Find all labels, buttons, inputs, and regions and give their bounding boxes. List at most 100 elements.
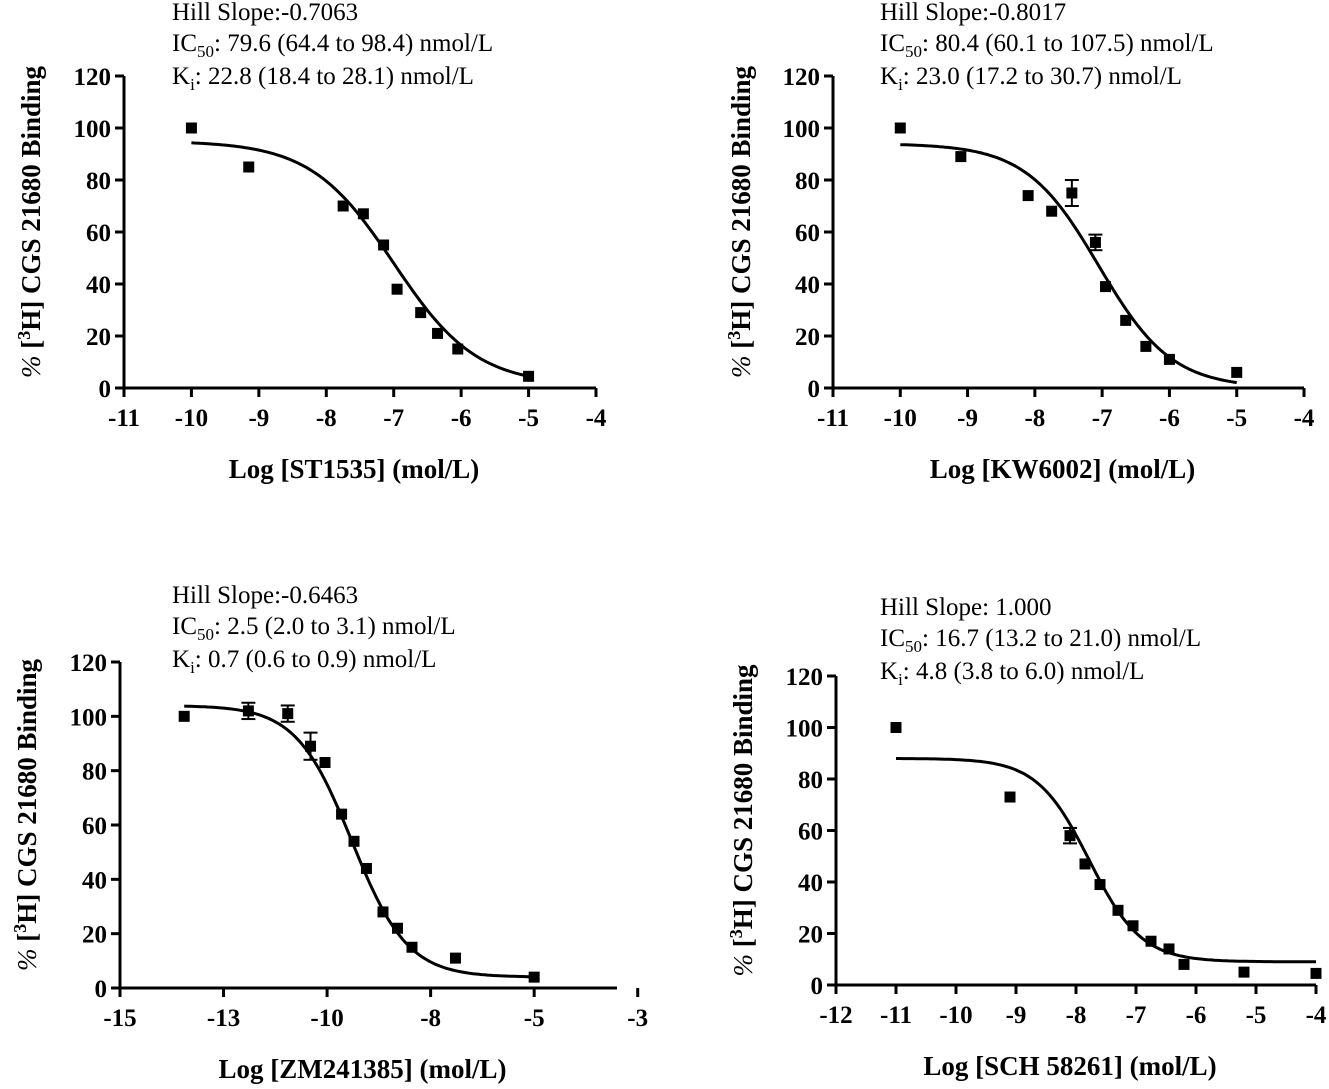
- y-axis-label: % [3H] CGS 21680 Binding: [726, 664, 758, 977]
- y-tick-label: 120: [70, 650, 108, 677]
- x-tick-label: -7: [1092, 405, 1113, 432]
- y-tick-label: 40: [795, 272, 820, 299]
- x-tick-label: -8: [1066, 1002, 1087, 1029]
- x-tick-label: -12: [819, 1002, 852, 1029]
- ic50-text: IC50: 80.4 (60.1 to 107.5) nmol/L: [880, 30, 1214, 61]
- data-point: [1089, 236, 1101, 248]
- annotation-block: Hill Slope:-0.7063 IC50: 79.6 (64.4 to 98…: [172, 0, 493, 94]
- y-tick-label: 20: [86, 324, 111, 351]
- hill-slope-text: Hill Slope:-0.6463: [172, 582, 358, 609]
- y-tick-label: 80: [86, 168, 111, 195]
- annotation-block: Hill Slope: 1.000 IC50: 16.7 (13.2 to 21.…: [880, 594, 1201, 689]
- x-tick-label: -6: [1186, 1002, 1207, 1029]
- y-tick-label: 60: [86, 220, 111, 247]
- annotation-block: Hill Slope:-0.8017 IC50: 80.4 (60.1 to 10…: [880, 0, 1214, 94]
- data-point: [1127, 920, 1139, 932]
- y-axis-label: % [3H] CGS 21680 Binding: [724, 65, 756, 378]
- x-tick-label: -5: [1246, 1002, 1267, 1029]
- data-point: [1046, 205, 1058, 217]
- x-tick-label: -5: [524, 1005, 545, 1032]
- data-point: [406, 941, 418, 953]
- x-tick-label: -4: [1294, 405, 1315, 432]
- x-tick-label: -11: [880, 1002, 912, 1029]
- y-tick-label: 60: [798, 819, 823, 846]
- hill-slope-text: Hill Slope:-0.8017: [880, 0, 1066, 26]
- x-tick-label: -10: [175, 405, 208, 432]
- x-axis-label: Log [ST1535] (mol/L): [229, 454, 480, 484]
- data-point: [1112, 904, 1124, 916]
- data-point: [243, 161, 255, 173]
- x-tick-label: -8: [316, 405, 337, 432]
- x-tick-label: -11: [108, 405, 140, 432]
- x-tick-label: -8: [420, 1005, 441, 1032]
- data-point: [1094, 879, 1106, 891]
- chart-panel-4: Hill Slope: 1.000 IC50: 16.7 (13.2 to 21.…: [726, 594, 1327, 1081]
- data-point: [1004, 791, 1016, 803]
- data-point: [452, 343, 464, 355]
- x-tick-label: -13: [207, 1005, 240, 1032]
- y-tick-label: 100: [70, 704, 108, 731]
- x-axis-label: Log [KW6002] (mol/L): [930, 454, 1195, 484]
- fit-curve: [191, 141, 529, 378]
- data-point: [1238, 966, 1250, 978]
- x-axis-label: Log [SCH 58261] (mol/L): [923, 1051, 1216, 1081]
- annotation-block: Hill Slope:-0.6463 IC50: 2.5 (2.0 to 3.1)…: [172, 582, 456, 677]
- y-tick-label: 120: [74, 64, 112, 91]
- data-point: [305, 740, 317, 752]
- data-point: [1145, 935, 1157, 947]
- y-tick-label: 0: [811, 973, 824, 1000]
- x-tick-label: -11: [817, 405, 849, 432]
- data-point: [242, 705, 254, 717]
- data-point: [319, 757, 331, 769]
- data-point: [1140, 340, 1152, 352]
- y-tick-label: 0: [95, 976, 108, 1003]
- data-point: [1163, 353, 1175, 365]
- y-tick-label: 120: [786, 664, 824, 691]
- y-tick-label: 80: [795, 168, 820, 195]
- y-tick-label: 0: [808, 376, 821, 403]
- x-tick-label: -9: [957, 405, 978, 432]
- ic50-text: IC50: 2.5 (2.0 to 3.1) nmol/L: [172, 613, 456, 644]
- chart-panel-1: Hill Slope:-0.7063 IC50: 79.6 (64.4 to 98…: [14, 0, 607, 484]
- y-tick-label: 100: [786, 716, 824, 743]
- fit-curve: [900, 143, 1237, 385]
- data-point: [1231, 366, 1243, 378]
- x-tick-label: -9: [248, 405, 269, 432]
- data-point: [348, 835, 360, 847]
- data-point: [1310, 967, 1322, 979]
- y-tick-label: 0: [99, 376, 112, 403]
- x-axis-label: Log [ZM241385] (mol/L): [219, 1054, 507, 1084]
- data-point: [1079, 858, 1091, 870]
- data-point: [894, 122, 906, 134]
- y-tick-label: 60: [82, 813, 107, 840]
- data-point: [523, 370, 535, 382]
- ic50-text: IC50: 16.7 (13.2 to 21.0) nmol/L: [880, 625, 1201, 656]
- hill-slope-text: Hill Slope:-0.7063: [172, 0, 358, 26]
- y-tick-label: 80: [798, 767, 823, 794]
- data-point: [1100, 281, 1112, 293]
- ki-text: Ki: 23.0 (17.2 to 30.7) nmol/L: [880, 63, 1182, 94]
- y-tick-label: 40: [86, 272, 111, 299]
- data-point: [1064, 830, 1076, 842]
- x-tick-label: -15: [103, 1005, 136, 1032]
- data-point: [391, 922, 403, 934]
- data-point: [357, 208, 369, 220]
- data-point: [432, 327, 444, 339]
- y-tick-label: 20: [82, 922, 107, 949]
- y-tick-label: 120: [783, 64, 821, 91]
- fit-curve: [896, 757, 1316, 964]
- y-axis-label: % [3H] CGS 21680 Binding: [14, 65, 46, 378]
- x-tick-label: -8: [1024, 405, 1045, 432]
- data-point: [415, 307, 427, 319]
- y-tick-label: 60: [795, 220, 820, 247]
- hill-slope-text: Hill Slope: 1.000: [880, 594, 1052, 621]
- x-tick-label: -7: [1126, 1002, 1147, 1029]
- data-point: [377, 906, 389, 918]
- data-point: [955, 151, 967, 163]
- x-tick-label: -5: [518, 405, 539, 432]
- x-tick-label: -6: [1159, 405, 1180, 432]
- data-point: [336, 808, 348, 820]
- y-tick-label: 20: [798, 922, 823, 949]
- data-point: [528, 971, 540, 983]
